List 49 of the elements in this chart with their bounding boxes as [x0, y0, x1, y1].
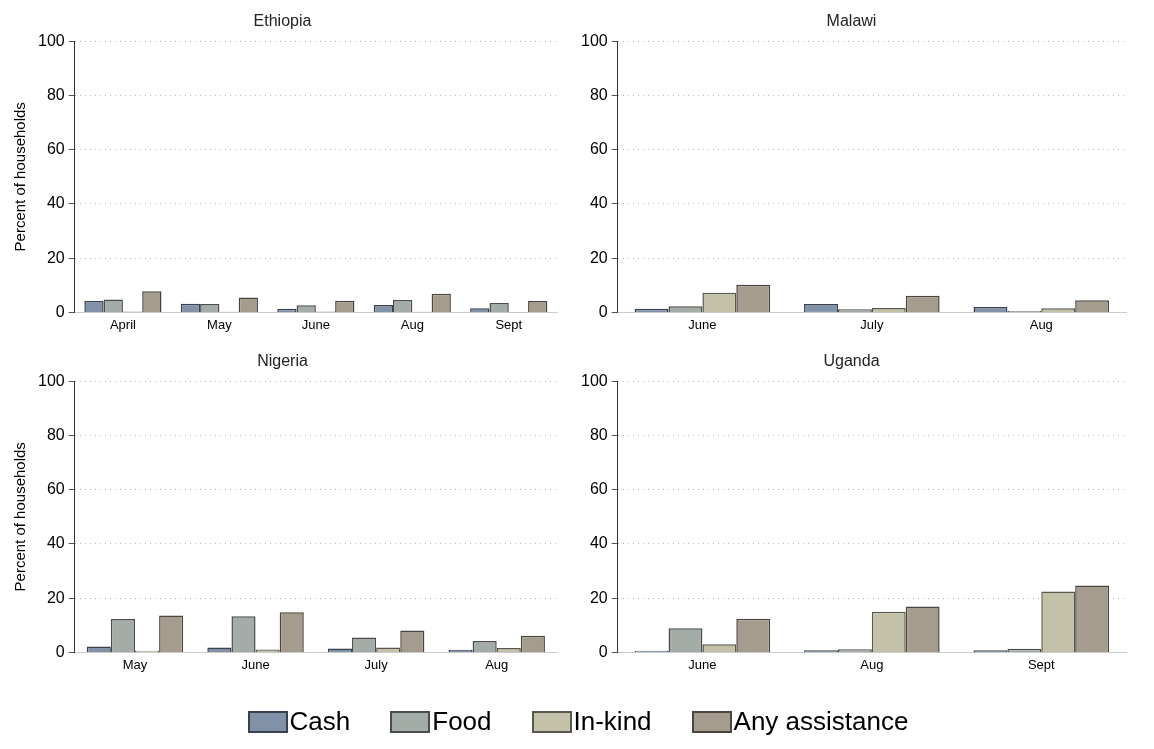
- x-tick-label: Aug: [400, 316, 424, 332]
- chart-title: Ethiopia: [253, 12, 312, 30]
- y-tick-label: 60: [589, 480, 608, 498]
- chart-title: Nigeria: [257, 352, 308, 370]
- y-tick-label: 20: [46, 248, 65, 266]
- x-tick-label: June: [301, 316, 330, 332]
- y-tick-label: 20: [589, 248, 608, 266]
- y-tick-label: 40: [589, 534, 608, 552]
- y-tick-label: 60: [46, 140, 65, 158]
- y-axis-title: Percent of households: [11, 442, 29, 592]
- x-tick-label: Aug: [860, 656, 884, 672]
- x-tick-label: Aug: [1029, 316, 1053, 332]
- y-tick-label: 60: [589, 140, 608, 158]
- x-tick-label: July: [364, 656, 389, 672]
- y-tick-label: 0: [598, 642, 608, 660]
- y-tick-label: 80: [589, 85, 608, 103]
- chart-title: Malawi: [826, 12, 877, 30]
- y-tick-label: 100: [580, 371, 608, 389]
- legend-label: Food: [432, 706, 492, 737]
- y-tick-label: 100: [37, 371, 65, 389]
- y-tick-label: 80: [589, 425, 608, 443]
- y-tick-label: 0: [598, 302, 608, 320]
- legend-label: In-kind: [573, 706, 652, 737]
- y-tick-label: 20: [589, 588, 608, 606]
- x-tick-label: June: [241, 656, 270, 672]
- y-tick-label: 0: [55, 642, 65, 660]
- y-tick-label: 100: [37, 31, 65, 49]
- x-tick-label: June: [688, 316, 717, 332]
- x-tick-label: Aug: [485, 656, 509, 672]
- y-axis-title: Percent of households: [11, 102, 29, 252]
- y-tick-label: 40: [46, 534, 65, 552]
- y-tick-label: 0: [55, 302, 65, 320]
- x-tick-label: Sept: [1027, 656, 1056, 672]
- legend-label: Any assistance: [733, 706, 909, 737]
- y-tick-label: 40: [589, 194, 608, 212]
- x-tick-label: April: [109, 316, 137, 332]
- y-tick-label: 80: [46, 85, 65, 103]
- x-tick-label: June: [688, 656, 717, 672]
- legend-label: Cash: [289, 706, 351, 737]
- chart-title: Uganda: [823, 352, 880, 370]
- x-tick-label: May: [122, 656, 148, 672]
- x-tick-label: Sept: [495, 316, 523, 332]
- y-tick-label: 100: [580, 31, 608, 49]
- x-tick-label: May: [207, 316, 233, 332]
- x-tick-label: July: [860, 316, 884, 332]
- y-tick-label: 80: [46, 425, 65, 443]
- y-tick-label: 20: [46, 588, 65, 606]
- y-tick-label: 60: [46, 480, 65, 498]
- y-tick-label: 40: [46, 194, 65, 212]
